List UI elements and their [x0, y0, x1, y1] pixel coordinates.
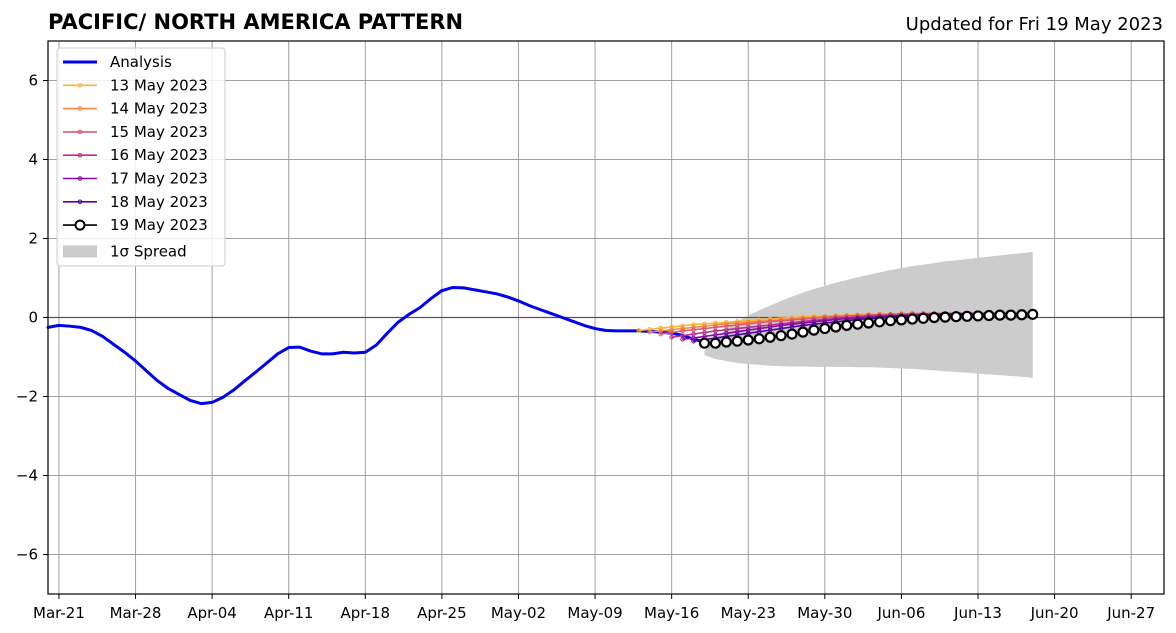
x-tick-label: Jun-06 — [876, 604, 925, 622]
data-point — [1005, 309, 1017, 321]
data-point — [680, 336, 685, 342]
data-point — [709, 337, 722, 349]
y-tick-label: 0 — [28, 309, 38, 327]
data-point — [830, 321, 842, 333]
data-point — [797, 326, 809, 338]
data-point — [669, 324, 674, 330]
data-point — [928, 311, 940, 324]
x-tick-label: Mar-28 — [110, 604, 162, 622]
data-point — [819, 322, 831, 335]
x-tick-label: May-09 — [567, 604, 622, 622]
data-point — [764, 331, 776, 343]
data-point — [884, 315, 897, 327]
legend-box — [56, 47, 226, 267]
legend-label: 17 May 2023 — [110, 170, 208, 188]
data-point — [745, 325, 751, 330]
legend-label: 14 May 2023 — [110, 100, 208, 118]
data-point — [950, 311, 962, 323]
y-tick-label: −2 — [16, 388, 38, 406]
legend-marker — [77, 83, 83, 88]
data-point — [789, 317, 795, 323]
data-point — [698, 337, 711, 349]
x-tick-label: Apr-18 — [341, 604, 391, 622]
data-point — [994, 309, 1006, 321]
data-point — [658, 325, 664, 331]
data-point — [753, 333, 765, 345]
data-point — [658, 331, 664, 337]
legend-label: 1σ Spread — [110, 242, 187, 260]
data-point — [669, 334, 674, 340]
data-point — [680, 328, 685, 334]
x-tick-label: May-16 — [644, 604, 699, 622]
data-point — [691, 327, 696, 333]
legend-marker — [77, 106, 83, 111]
legend-label: 16 May 2023 — [110, 146, 208, 164]
chart-subtitle: Updated for Fri 19 May 2023 — [906, 14, 1163, 35]
x-tick-label: Apr-25 — [417, 604, 467, 622]
data-point — [862, 317, 875, 329]
data-point — [873, 316, 886, 328]
legend-label: Analysis — [110, 53, 172, 71]
data-point — [775, 330, 787, 342]
data-point — [917, 312, 929, 324]
data-point — [731, 335, 743, 347]
y-tick-label: 2 — [28, 230, 38, 248]
data-point — [636, 328, 642, 333]
data-point — [647, 329, 653, 335]
data-point — [895, 314, 908, 326]
legend-marker — [74, 219, 86, 231]
data-point — [852, 318, 864, 330]
data-point — [691, 322, 696, 327]
y-tick-label: −6 — [16, 546, 38, 564]
x-tick-label: Apr-04 — [187, 604, 237, 622]
series-line-analysis — [46, 285, 706, 406]
y-tick-label: 4 — [28, 151, 38, 169]
y-tick-label: −4 — [16, 467, 38, 485]
legend-label: 18 May 2023 — [110, 193, 208, 211]
x-tick-label: Jun-13 — [953, 604, 1002, 622]
legend-swatch — [63, 245, 97, 258]
x-tick-label: May-02 — [491, 604, 546, 622]
legend-label: 13 May 2023 — [110, 76, 208, 94]
data-point — [786, 328, 798, 340]
data-point — [961, 310, 973, 322]
data-point — [669, 330, 674, 335]
data-point — [1016, 309, 1028, 321]
x-tick-label: Apr-11 — [264, 604, 314, 622]
x-tick-label: May-30 — [797, 604, 852, 622]
legend-label: 15 May 2023 — [110, 123, 208, 141]
data-point — [647, 327, 653, 332]
x-tick-label: May-23 — [721, 604, 776, 622]
legend-label: 19 May 2023 — [110, 216, 208, 234]
data-point — [789, 321, 795, 327]
y-tick-label: 6 — [28, 72, 38, 90]
data-point — [720, 336, 732, 348]
legend-marker — [77, 152, 83, 158]
data-point — [808, 324, 820, 336]
data-point — [669, 327, 674, 333]
data-point — [906, 313, 918, 325]
data-point — [972, 310, 984, 322]
data-point — [939, 311, 951, 323]
data-point — [841, 319, 853, 331]
x-tick-label: Mar-21 — [33, 604, 85, 622]
chart-title: PACIFIC/ NORTH AMERICA PATTERN — [48, 10, 463, 34]
data-point — [1027, 308, 1039, 320]
x-tick-label: Jun-20 — [1030, 604, 1079, 622]
legend-marker — [77, 129, 83, 135]
data-point — [742, 334, 754, 346]
legend-marker — [77, 199, 83, 205]
x-tick-label: Jun-27 — [1106, 604, 1155, 622]
data-point — [680, 323, 685, 329]
data-point — [983, 309, 995, 322]
legend-marker — [77, 176, 83, 181]
data-point — [691, 338, 696, 344]
